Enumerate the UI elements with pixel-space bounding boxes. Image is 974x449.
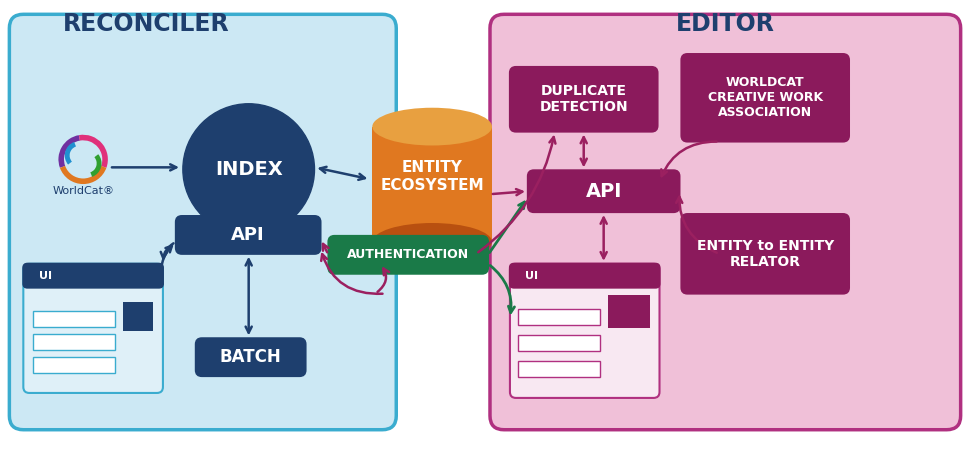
FancyBboxPatch shape [490, 14, 960, 430]
FancyBboxPatch shape [510, 264, 659, 398]
Text: BATCH: BATCH [220, 348, 281, 366]
Text: API: API [232, 226, 265, 244]
FancyBboxPatch shape [510, 264, 659, 288]
Bar [33, 335, 115, 350]
Text: ENTITY
ECOSYSTEM: ENTITY ECOSYSTEM [380, 160, 484, 193]
Text: WORLDCAT
CREATIVE WORK
ASSOCIATION: WORLDCAT CREATIVE WORK ASSOCIATION [708, 76, 823, 119]
Text: API: API [585, 182, 621, 201]
Bar [33, 357, 115, 373]
FancyBboxPatch shape [23, 264, 163, 393]
Bar [518, 361, 600, 377]
Text: UI: UI [525, 271, 539, 281]
Text: AUTHENTICATION: AUTHENTICATION [347, 248, 469, 261]
FancyBboxPatch shape [682, 54, 849, 141]
Bar [372, 127, 492, 242]
FancyBboxPatch shape [682, 214, 849, 294]
FancyBboxPatch shape [196, 338, 306, 376]
Text: INDEX: INDEX [215, 160, 282, 179]
Text: DUPLICATE
DETECTION: DUPLICATE DETECTION [540, 84, 628, 114]
FancyBboxPatch shape [23, 264, 163, 288]
Ellipse shape [372, 223, 492, 261]
FancyBboxPatch shape [328, 236, 488, 274]
FancyBboxPatch shape [176, 216, 320, 254]
Bar [608, 295, 650, 328]
Text: UI: UI [39, 271, 52, 281]
Ellipse shape [372, 108, 492, 145]
Bar [518, 309, 600, 326]
FancyBboxPatch shape [528, 170, 680, 212]
FancyBboxPatch shape [10, 14, 396, 430]
Bar [123, 302, 153, 331]
Bar [518, 335, 600, 351]
Text: RECONCILER: RECONCILER [62, 12, 229, 36]
Text: ENTITY to ENTITY
RELATOR: ENTITY to ENTITY RELATOR [696, 239, 834, 269]
Text: WorldCat®: WorldCat® [53, 186, 114, 196]
Text: EDITOR: EDITOR [676, 12, 774, 36]
FancyBboxPatch shape [510, 67, 657, 132]
Circle shape [183, 104, 315, 235]
Bar [33, 312, 115, 327]
